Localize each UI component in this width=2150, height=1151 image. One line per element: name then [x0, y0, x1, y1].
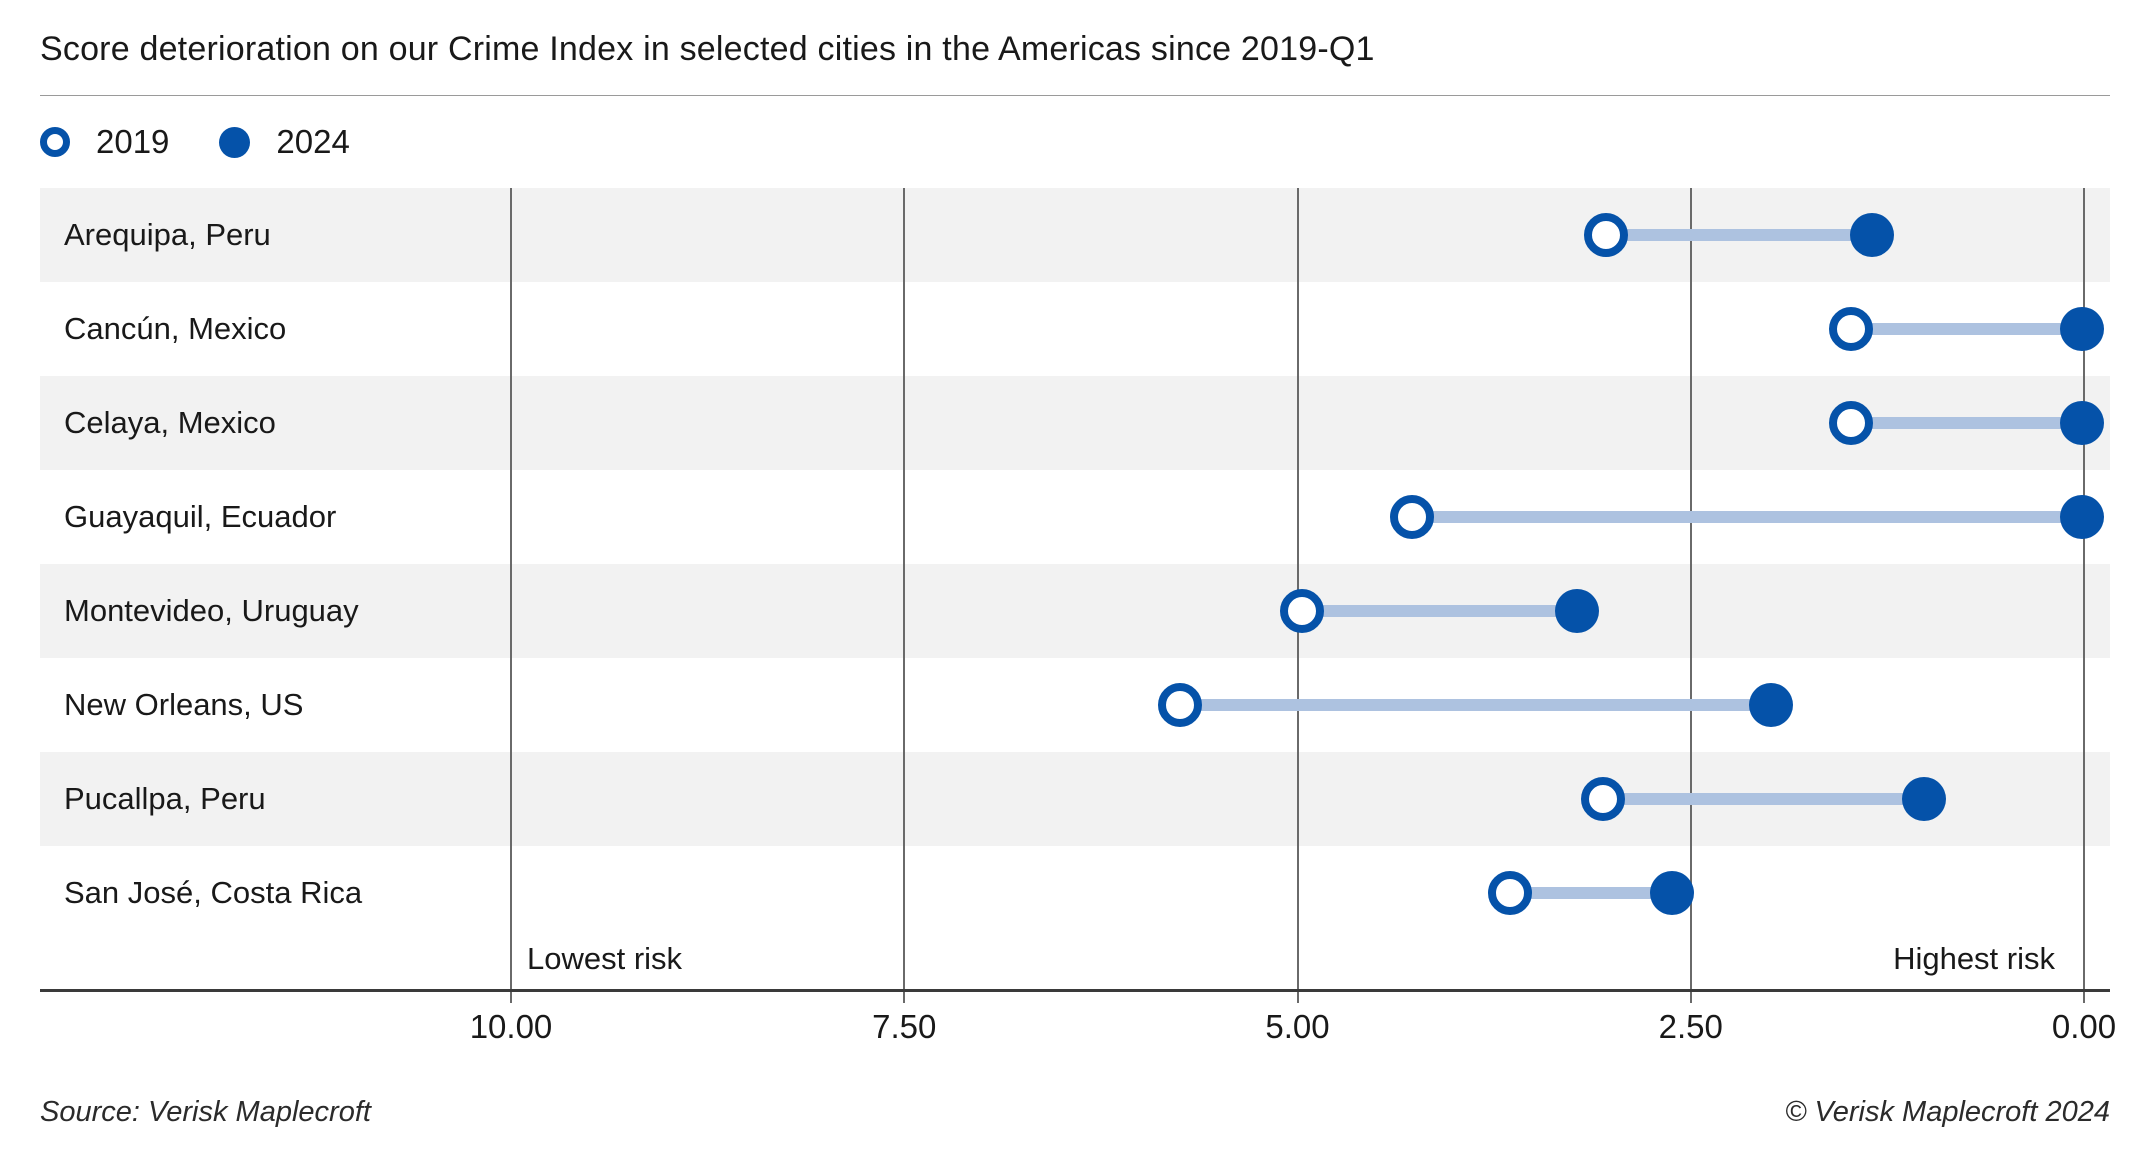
tick-label: 5.00: [1265, 1008, 1330, 1045]
row-band: San José, Costa Rica: [40, 846, 2110, 940]
row-label: New Orleans, US: [64, 687, 304, 722]
dumbbell-connector: [1851, 417, 2083, 429]
row-label: Celaya, Mexico: [64, 405, 276, 440]
dot-2024: [2060, 401, 2105, 445]
x-axis-line: [40, 989, 2110, 992]
copyright-note: © Verisk Maplecroft 2024: [1785, 1096, 2110, 1128]
row-label: Guayaquil, Ecuador: [64, 499, 337, 534]
tick-mark: [1296, 990, 1299, 1003]
dot-2019: [1580, 777, 1625, 821]
row-label: Cancún, Mexico: [64, 311, 287, 346]
source-note: Source: Verisk Maplecroft: [40, 1096, 371, 1128]
dumbbell-connector: [1179, 699, 1771, 711]
dot-2024: [2060, 495, 2105, 539]
row-band: Cancún, Mexico: [40, 282, 2110, 376]
dumbbell-connector: [1412, 511, 2083, 523]
tick-label: 7.50: [872, 1008, 937, 1045]
lowest-risk-label: Lowest risk: [527, 941, 683, 976]
dot-2019: [1390, 495, 1435, 539]
gridline: [1689, 188, 1692, 990]
open-circle-icon: [40, 127, 70, 157]
dumbbell-connector: [1851, 323, 2083, 335]
tick-label: 10.00: [469, 1008, 553, 1045]
tick-mark: [510, 990, 512, 1003]
title-divider: [40, 95, 2110, 96]
dumbbell-connector: [1509, 887, 1672, 899]
dot-2019: [1583, 213, 1628, 257]
tick-label: 0.00: [2051, 1008, 2117, 1045]
chart-title: Score deterioration on our Crime Index i…: [40, 30, 1375, 68]
tick-mark: [1689, 990, 1692, 1003]
legend-item-2024: 2024: [219, 123, 350, 161]
dot-2024: [1555, 589, 1600, 633]
tick-label: 2.50: [1658, 1008, 1723, 1045]
tick-mark: [903, 990, 906, 1003]
dot-2019: [1829, 401, 1874, 445]
legend-label-2024: 2024: [276, 123, 350, 160]
legend-item-2019: 2019: [40, 123, 169, 161]
dot-2019: [1829, 307, 1874, 351]
legend: 2019 2024: [40, 120, 350, 164]
dumbbell-connector: [1302, 605, 1578, 617]
dumbbell-connector: [1602, 793, 1924, 805]
dot-2019: [1280, 589, 1325, 633]
row-label: San José, Costa Rica: [64, 875, 363, 910]
dumbbell-connector: [1605, 229, 1872, 241]
tick-mark: [2083, 990, 2085, 1003]
dot-2024: [1649, 871, 1694, 915]
gridline: [510, 188, 512, 990]
dot-2019: [1157, 683, 1202, 727]
row-label: Pucallpa, Peru: [64, 781, 266, 816]
highest-risk-label: Highest risk: [1893, 941, 2055, 976]
dot-2024: [1901, 777, 1946, 821]
dot-2019: [1487, 871, 1532, 915]
dot-2024: [2060, 307, 2105, 351]
row-label: Montevideo, Uruguay: [64, 593, 359, 628]
legend-label-2019: 2019: [96, 123, 170, 160]
row-band: New Orleans, US: [40, 658, 2110, 752]
row-band: Montevideo, Uruguay: [40, 564, 2110, 658]
filled-circle-icon: [219, 126, 251, 158]
gridline: [2083, 188, 2085, 990]
row-band: Celaya, Mexico: [40, 376, 2110, 470]
row-label: Arequipa, Peru: [64, 217, 271, 252]
gridline: [903, 188, 906, 990]
dot-2024: [1748, 683, 1793, 727]
dot-2024: [1849, 213, 1894, 257]
